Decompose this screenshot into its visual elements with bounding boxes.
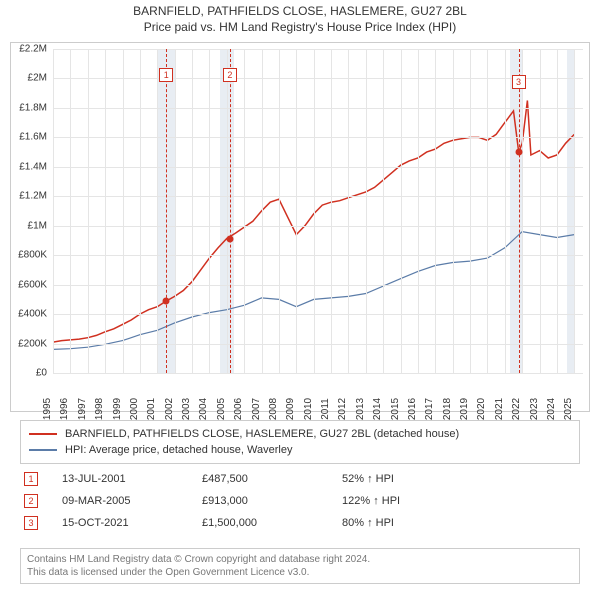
footer-box: Contains HM Land Registry data © Crown c… xyxy=(20,548,580,584)
row-pct: 52% ↑ HPI xyxy=(342,473,482,485)
row-marker-box: 3 xyxy=(24,516,38,530)
x-tick-label: 2013 xyxy=(355,398,366,420)
x-tick-label: 1996 xyxy=(59,398,70,420)
legend-box: BARNFIELD, PATHFIELDS CLOSE, HASLEMERE, … xyxy=(20,420,580,464)
row-price: £1,500,000 xyxy=(202,517,342,529)
marker-line xyxy=(230,49,231,373)
y-tick-label: £200K xyxy=(18,338,47,349)
title-block: BARNFIELD, PATHFIELDS CLOSE, HASLEMERE, … xyxy=(0,0,600,36)
x-tick-label: 2012 xyxy=(337,398,348,420)
x-tick-label: 2005 xyxy=(216,398,227,420)
y-tick-label: £2.2M xyxy=(19,44,47,55)
y-tick-label: £1.6M xyxy=(19,132,47,143)
table-row: 2 09-MAR-2005£913,000122% ↑ HPI xyxy=(20,490,580,512)
x-tick-label: 2003 xyxy=(181,398,192,420)
y-tick-label: £600K xyxy=(18,279,47,290)
legend-swatch xyxy=(29,433,57,435)
marker-dot xyxy=(226,235,233,242)
legend-label: HPI: Average price, detached house, Wave… xyxy=(65,444,292,456)
legend-swatch xyxy=(29,449,57,451)
y-tick-label: £1.4M xyxy=(19,161,47,172)
x-tick-label: 1997 xyxy=(77,398,88,420)
row-pct: 80% ↑ HPI xyxy=(342,517,482,529)
footer-line1: Contains HM Land Registry data © Crown c… xyxy=(27,553,573,566)
legend-row: BARNFIELD, PATHFIELDS CLOSE, HASLEMERE, … xyxy=(29,426,571,442)
title-sub: Price paid vs. HM Land Registry's House … xyxy=(0,20,600,34)
marker-dot xyxy=(515,149,522,156)
x-tick-label: 1999 xyxy=(112,398,123,420)
row-date: 09-MAR-2005 xyxy=(62,495,202,507)
row-price: £913,000 xyxy=(202,495,342,507)
x-tick-label: 2004 xyxy=(198,398,209,420)
x-tick-label: 2019 xyxy=(459,398,470,420)
x-tick-label: 2001 xyxy=(146,398,157,420)
row-pct: 122% ↑ HPI xyxy=(342,495,482,507)
row-marker-box: 1 xyxy=(24,472,38,486)
title-main: BARNFIELD, PATHFIELDS CLOSE, HASLEMERE, … xyxy=(0,4,600,18)
legend-row: HPI: Average price, detached house, Wave… xyxy=(29,442,571,458)
x-tick-label: 2007 xyxy=(251,398,262,420)
y-tick-label: £400K xyxy=(18,309,47,320)
x-tick-label: 1995 xyxy=(42,398,53,420)
table-row: 3 15-OCT-2021£1,500,00080% ↑ HPI xyxy=(20,512,580,534)
y-axis: £0£200K£400K£600K£800K£1M£1.2M£1.4M£1.6M… xyxy=(11,49,51,373)
x-tick-label: 2024 xyxy=(546,398,557,420)
marker-dot xyxy=(163,298,170,305)
marker-line xyxy=(166,49,167,373)
marker-box: 3 xyxy=(512,75,526,89)
chart-svg xyxy=(53,49,583,373)
x-axis: 1995199619971998199920002001200220032004… xyxy=(53,375,583,411)
y-tick-label: £800K xyxy=(18,250,47,261)
y-tick-label: £0 xyxy=(36,368,47,379)
x-tick-label: 2011 xyxy=(320,398,331,420)
y-tick-label: £2M xyxy=(28,73,47,84)
row-marker-box: 2 xyxy=(24,494,38,508)
x-tick-label: 2006 xyxy=(233,398,244,420)
x-tick-label: 1998 xyxy=(94,398,105,420)
row-date: 13-JUL-2001 xyxy=(62,473,202,485)
y-tick-label: £1.8M xyxy=(19,102,47,113)
x-tick-label: 2002 xyxy=(164,398,175,420)
x-tick-label: 2025 xyxy=(563,398,574,420)
x-tick-label: 2009 xyxy=(285,398,296,420)
marker-box: 1 xyxy=(159,68,173,82)
legend-label: BARNFIELD, PATHFIELDS CLOSE, HASLEMERE, … xyxy=(65,428,459,440)
x-tick-label: 2014 xyxy=(372,398,383,420)
table-row: 1 13-JUL-2001£487,50052% ↑ HPI xyxy=(20,468,580,490)
marker-line xyxy=(519,49,520,373)
x-tick-label: 2022 xyxy=(511,398,522,420)
marker-box: 2 xyxy=(223,68,237,82)
x-tick-label: 2008 xyxy=(268,398,279,420)
x-tick-label: 2016 xyxy=(407,398,418,420)
chart-container: £0 £200K £400K £600K £800K £1M £1.2M £1.4M £1.6M… xyxy=(10,42,590,412)
footer-line2: This data is licensed under the Open Gov… xyxy=(27,566,573,579)
chart-plot: 1 2 3 xyxy=(53,49,583,373)
x-tick-label: 2020 xyxy=(476,398,487,420)
x-tick-label: 2017 xyxy=(424,398,435,420)
x-tick-label: 2023 xyxy=(529,398,540,420)
y-tick-label: £1M xyxy=(28,220,47,231)
y-tick-label: £1.2M xyxy=(19,191,47,202)
x-tick-label: 2021 xyxy=(494,398,505,420)
x-tick-label: 2015 xyxy=(390,398,401,420)
row-price: £487,500 xyxy=(202,473,342,485)
row-date: 15-OCT-2021 xyxy=(62,517,202,529)
x-tick-label: 2018 xyxy=(442,398,453,420)
transactions-table: 1 13-JUL-2001£487,50052% ↑ HPI 2 09-MAR-200… xyxy=(20,468,580,534)
x-tick-label: 2010 xyxy=(303,398,314,420)
x-tick-label: 2000 xyxy=(129,398,140,420)
